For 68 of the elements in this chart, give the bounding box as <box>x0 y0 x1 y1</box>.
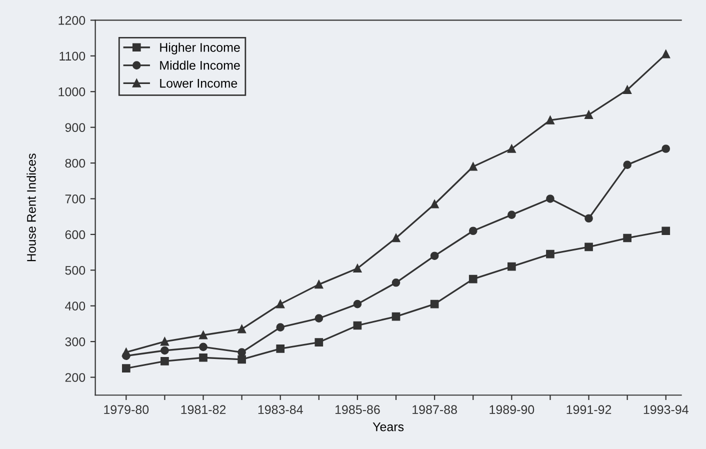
point <box>468 226 478 236</box>
x-tick-label: 1987-88 <box>412 405 457 414</box>
point <box>160 357 169 366</box>
y-tick-label: 900 <box>65 123 86 132</box>
x-tick-label: 1989-90 <box>490 405 534 414</box>
point <box>662 50 670 58</box>
point <box>468 162 478 171</box>
point <box>276 323 285 332</box>
x-tick-label: 1985-86 <box>335 405 380 414</box>
point <box>392 312 400 321</box>
point <box>507 210 516 219</box>
point <box>392 234 400 242</box>
y-tick-label: 1000 <box>58 87 86 96</box>
point <box>314 338 324 346</box>
point <box>122 364 130 373</box>
x-tick-label: 1991-92 <box>566 405 612 414</box>
legend-label: Middle Income <box>160 60 240 70</box>
point <box>662 226 670 236</box>
y-tick-label: 1200 <box>58 16 86 25</box>
point <box>623 234 632 242</box>
x-tick-label: 1981-82 <box>181 405 226 414</box>
point <box>584 214 593 223</box>
point <box>662 144 670 153</box>
point <box>238 348 246 356</box>
point <box>392 278 400 287</box>
legend-label: Lower Income <box>160 78 238 88</box>
point <box>507 262 516 271</box>
point <box>238 355 246 364</box>
point <box>584 242 593 252</box>
point <box>199 353 208 362</box>
point <box>353 264 362 273</box>
point <box>314 314 324 323</box>
y-tick-label: 600 <box>65 230 86 240</box>
point <box>623 86 632 94</box>
y-tick-label: 400 <box>65 302 86 311</box>
point <box>623 160 632 169</box>
point <box>507 144 516 153</box>
y-tick-label: 700 <box>65 194 86 204</box>
x-tick-label: 1979-80 <box>104 405 149 414</box>
point <box>276 344 285 353</box>
x-axis-title: Years <box>372 422 404 432</box>
y-axis-title: House Rent Indices <box>26 154 36 262</box>
y-tick-label: 300 <box>65 337 86 346</box>
y-tick-label: 1100 <box>60 52 86 61</box>
point <box>430 252 439 260</box>
point <box>430 300 439 308</box>
point <box>122 352 130 360</box>
x-tick-label: 1983-84 <box>258 405 303 414</box>
point <box>546 116 554 124</box>
point <box>468 274 478 284</box>
point <box>238 324 246 334</box>
point <box>353 321 362 330</box>
point <box>546 194 554 203</box>
point <box>160 337 169 346</box>
y-tick-label: 200 <box>65 373 86 382</box>
point <box>160 346 169 355</box>
point <box>199 342 208 352</box>
y-tick-label: 800 <box>65 158 86 168</box>
y-tick-label: 500 <box>65 266 86 275</box>
point <box>353 300 362 308</box>
point <box>546 250 554 258</box>
x-tick-label: 1993-94 <box>644 405 688 414</box>
point <box>314 280 324 289</box>
point <box>584 110 593 119</box>
point <box>430 200 439 208</box>
point <box>199 330 208 340</box>
point <box>276 300 285 308</box>
legend-label: Higher Income <box>160 42 240 54</box>
